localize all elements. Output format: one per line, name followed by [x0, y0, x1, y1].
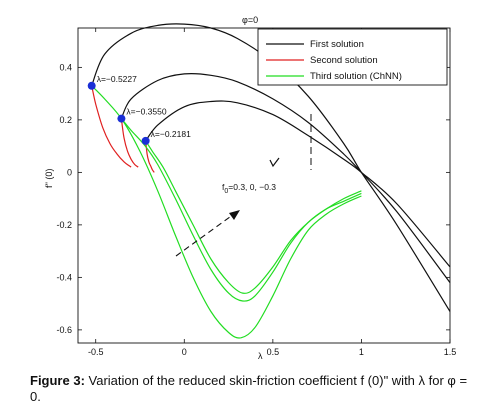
x-tick-label: 0.5 — [267, 347, 280, 357]
legend-entry-first: First solution — [266, 39, 364, 50]
critical-point-label: λ=−0.5227 — [97, 74, 137, 84]
y-tick-label: -0.2 — [56, 220, 72, 230]
critical-point-marker — [117, 114, 126, 123]
series-line-first-solution-3 — [145, 100, 451, 268]
y-tick-label: -0.6 — [56, 325, 72, 335]
svg-text:Second solution: Second solution — [310, 55, 378, 66]
svg-text:First solution: First solution — [310, 39, 364, 50]
series-line-first-solution-1 — [91, 23, 451, 312]
series-line-third-solution-chnn-1 — [91, 85, 362, 339]
y-tick-label: 0 — [67, 167, 72, 177]
caption-text: Variation of the reduced skin-friction c… — [30, 373, 468, 404]
caption-label: Figure 3: — [30, 373, 85, 388]
critical-point-marker — [141, 136, 150, 145]
svg-text:Third solution (ChNN): Third solution (ChNN) — [310, 71, 402, 82]
legend: First solution Second solution Third sol… — [257, 28, 448, 86]
y-tick-label: 0.2 — [59, 115, 72, 125]
y-tick-label: 0.4 — [59, 62, 72, 72]
series-line-first-solution-2 — [120, 72, 451, 283]
y-ticks: 0.4 0.2 0 -0.2 -0.4 -0.6 — [56, 62, 450, 335]
parameter-annotation: f0=0.3, 0, −0.3 — [222, 182, 276, 195]
critical-point-label: λ=−0.2181 — [151, 129, 191, 139]
series-line-second-solution-2 — [120, 118, 139, 168]
figure-caption: Figure 3: Variation of the reduced skin-… — [30, 373, 470, 405]
legend-entry-third: Third solution (ChNN) — [266, 71, 402, 82]
x-tick-label: 0 — [182, 347, 187, 357]
parameter-subscript: 0 — [224, 188, 228, 195]
x-axis-label: λ — [258, 351, 263, 361]
legend-entry-second: Second solution — [266, 55, 378, 66]
x-tick-label: 1 — [359, 347, 364, 357]
series-line-third-solution-chnn-3 — [145, 140, 362, 294]
y-axis-label: f'' (0) — [44, 169, 54, 188]
parameter-arrow — [175, 210, 240, 257]
check-mark-glyph — [269, 157, 280, 168]
parameter-symbol: f — [222, 182, 225, 192]
parameter-values: =0.3, 0, −0.3 — [228, 182, 276, 192]
series-layer — [91, 23, 451, 339]
chart-title: φ=0 — [242, 15, 258, 25]
x-tick-label: 1.5 — [444, 347, 457, 357]
series-line-second-solution-1 — [91, 85, 132, 168]
critical-points: λ=−0.5227 λ=−0.3550 λ=−0.2181 — [87, 74, 191, 145]
x-tick-label: -0.5 — [88, 347, 104, 357]
critical-point-marker — [87, 81, 96, 90]
plot-frame — [77, 27, 451, 344]
y-tick-label: -0.4 — [56, 272, 72, 282]
critical-point-label: λ=−0.3550 — [126, 107, 166, 117]
series-line-second-solution-3 — [145, 140, 155, 173]
